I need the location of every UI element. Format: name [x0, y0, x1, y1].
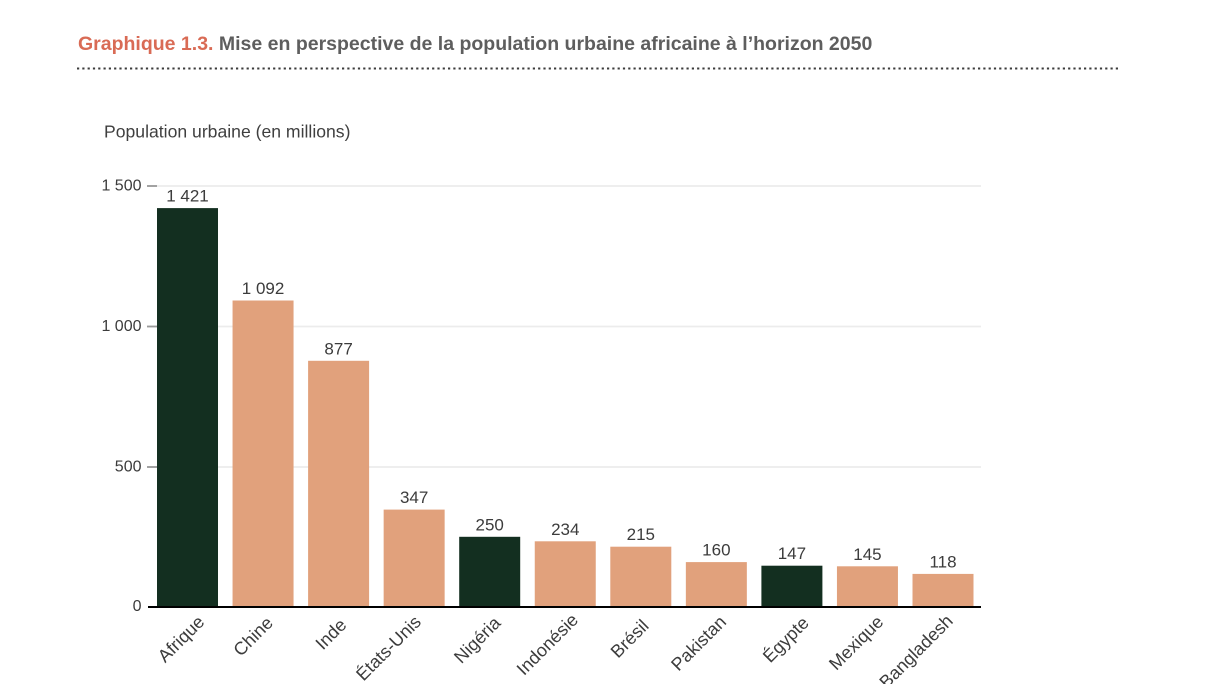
svg-text:1 000: 1 000: [101, 318, 141, 335]
svg-text:1 421: 1 421: [166, 187, 209, 206]
svg-text:1 092: 1 092: [242, 279, 285, 298]
svg-text:Population urbaine (en million: Population urbaine (en millions): [104, 122, 350, 142]
svg-text:147: 147: [778, 544, 806, 563]
svg-text:234: 234: [551, 520, 579, 539]
svg-text:118: 118: [929, 552, 956, 571]
svg-text:250: 250: [476, 515, 504, 534]
svg-text:500: 500: [115, 459, 142, 476]
svg-text:Graphique 1.3. Mise en perspec: Graphique 1.3. Mise en perspective de la…: [78, 33, 872, 55]
svg-text:877: 877: [324, 339, 352, 358]
svg-text:145: 145: [853, 545, 881, 564]
svg-text:215: 215: [627, 525, 655, 544]
svg-text:160: 160: [702, 541, 730, 560]
svg-text:1 500: 1 500: [101, 178, 141, 195]
svg-text:0: 0: [133, 598, 142, 615]
svg-text:347: 347: [400, 488, 428, 507]
